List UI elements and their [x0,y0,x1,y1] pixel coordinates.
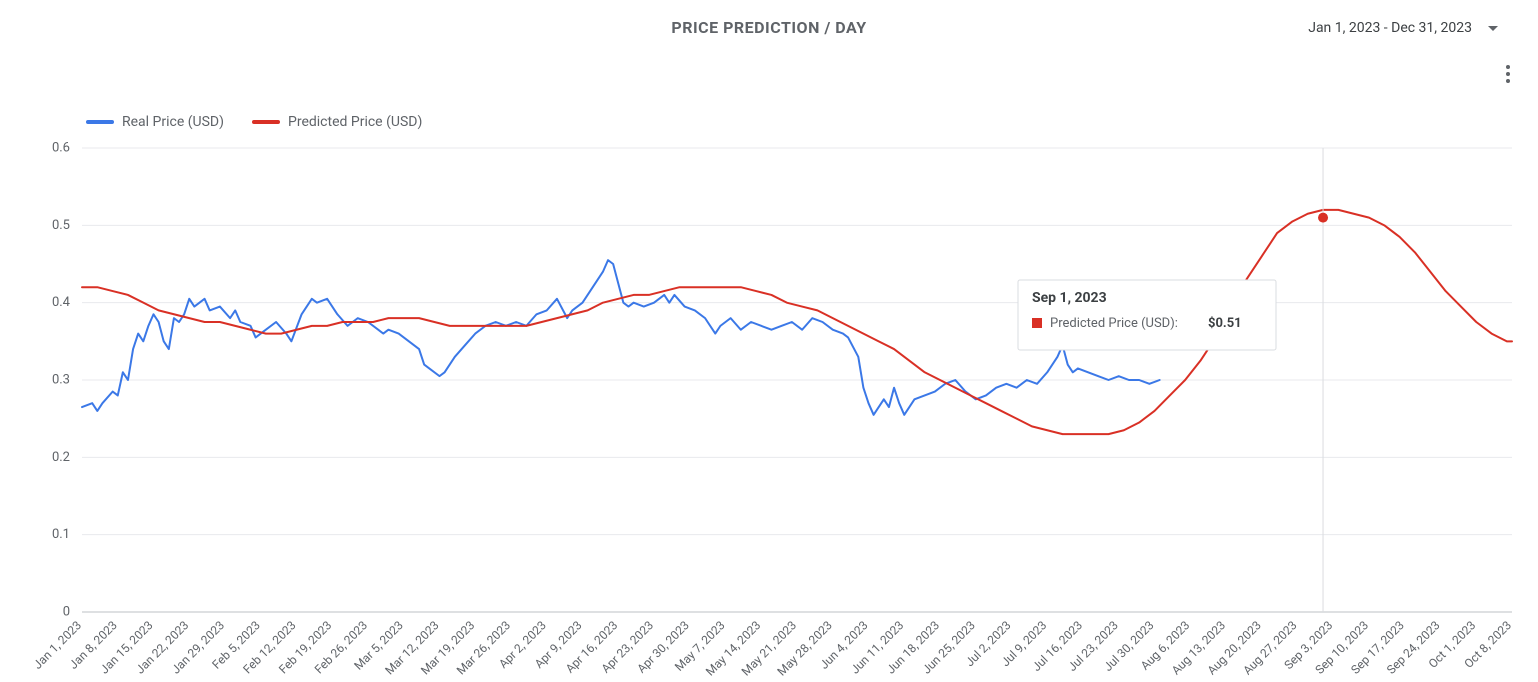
svg-text:0: 0 [63,604,70,619]
svg-text:0.1: 0.1 [52,527,70,542]
svg-text:Predicted Price (USD):: Predicted Price (USD): [1050,316,1178,331]
line-chart[interactable]: Jan 1, 2023Jan 8, 2023Jan 15, 2023Jan 22… [0,0,1538,682]
svg-text:Sep 1, 2023: Sep 1, 2023 [1032,290,1107,306]
svg-text:0.4: 0.4 [52,295,71,310]
svg-text:0.3: 0.3 [52,372,70,387]
svg-text:0.6: 0.6 [52,140,70,155]
svg-text:0.2: 0.2 [52,450,70,465]
svg-text:$0.51: $0.51 [1208,316,1242,331]
svg-text:0.5: 0.5 [52,218,70,233]
